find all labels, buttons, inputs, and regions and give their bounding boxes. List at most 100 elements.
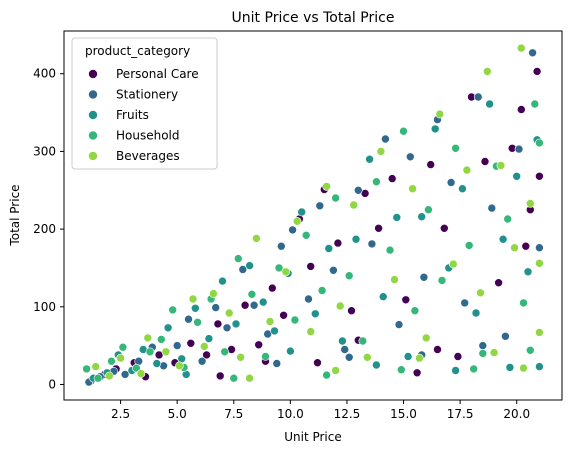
y-tick-label: 0 xyxy=(48,377,56,391)
scatter-point xyxy=(353,186,363,195)
scatter-point xyxy=(460,298,470,308)
scatter-point xyxy=(535,172,544,181)
scatter-point xyxy=(521,241,531,251)
scatter-point xyxy=(315,201,325,211)
x-tick-label: 5.0 xyxy=(168,407,187,421)
scatter-point xyxy=(224,308,234,318)
legend: product_category Personal Care Stationery… xyxy=(71,37,218,170)
scatter-point xyxy=(193,317,202,327)
scatter-point xyxy=(387,174,397,183)
scatter-point xyxy=(344,352,354,362)
scatter-point xyxy=(136,369,146,378)
scatter-point xyxy=(335,301,345,311)
scatter-point xyxy=(261,352,270,361)
scatter-point xyxy=(191,303,200,313)
scatter-point xyxy=(258,297,268,307)
x-tick-label: 15.0 xyxy=(390,407,417,421)
scatter-point xyxy=(510,243,519,252)
scatter-point xyxy=(396,365,406,375)
scatter-point xyxy=(304,294,313,304)
scatter-point xyxy=(487,203,497,213)
scatter-point xyxy=(451,366,460,375)
scatter-point xyxy=(532,67,542,76)
scatter-point xyxy=(186,338,196,348)
scatter-point xyxy=(324,244,334,253)
scatter-point xyxy=(528,48,537,58)
scatter-point xyxy=(204,334,214,343)
y-tick-label: 400 xyxy=(33,67,56,81)
scatter-point xyxy=(329,265,338,275)
scatter-point xyxy=(525,345,535,355)
scatter-point xyxy=(317,286,327,295)
scatter-point xyxy=(530,99,540,109)
scatter-point xyxy=(333,238,343,248)
legend-marker xyxy=(88,69,98,79)
scatter-point xyxy=(272,359,282,368)
scatter-point xyxy=(188,294,198,304)
scatter-point xyxy=(365,154,374,164)
scatter-point xyxy=(519,298,528,308)
scatter-point xyxy=(358,336,368,346)
scatter-point xyxy=(152,359,162,368)
scatter-point xyxy=(392,213,402,222)
scatter-point xyxy=(236,352,245,362)
scatter-point xyxy=(344,271,354,281)
scatter-point xyxy=(220,347,229,357)
scatter-point xyxy=(535,328,544,337)
scatter-point xyxy=(374,224,383,233)
scatter-point xyxy=(276,241,286,251)
x-tick-label: 20.0 xyxy=(503,407,530,421)
scatter-point xyxy=(403,352,413,361)
x-tick-label: 10.0 xyxy=(277,407,304,421)
legend-label: Stationery xyxy=(116,88,178,102)
chart-title: Unit Price vs Total Price xyxy=(232,10,395,26)
scatter-point xyxy=(288,225,297,235)
scatter-point xyxy=(213,319,223,329)
scatter-point xyxy=(238,265,248,274)
scatter-point xyxy=(168,305,177,315)
scatter-point xyxy=(267,283,277,293)
scatter-point xyxy=(331,193,340,203)
x-tick-label: 12.5 xyxy=(334,407,361,421)
scatter-point xyxy=(385,245,395,255)
scatter-point xyxy=(514,144,524,154)
x-axis-ticks: 2.5 5.0 7.5 10.0 12.5 15.0 17.5 20.0 xyxy=(111,400,530,421)
scatter-point xyxy=(118,342,128,352)
scatter-point xyxy=(93,373,103,383)
scatter-point xyxy=(424,205,433,214)
scatter-point xyxy=(120,370,130,379)
scatter-point xyxy=(218,276,227,286)
scatter-point xyxy=(535,362,544,371)
scatter-point xyxy=(91,362,100,371)
scatter-point xyxy=(519,363,528,373)
x-tick-label: 2.5 xyxy=(111,407,130,421)
scatter-point xyxy=(489,348,499,357)
scatter-point xyxy=(512,172,522,181)
scatter-point xyxy=(525,199,535,208)
scatter-point xyxy=(222,323,232,333)
y-tick-label: 100 xyxy=(33,300,56,314)
scatter-point xyxy=(240,300,250,310)
scatter-point xyxy=(306,327,316,336)
scatter-point xyxy=(372,177,381,186)
scatter-point xyxy=(249,300,259,310)
scatter-point xyxy=(107,356,116,366)
scatter-point xyxy=(437,276,447,285)
scatter-point xyxy=(482,67,492,76)
y-axis-label: Total Price xyxy=(8,184,22,246)
legend-marker xyxy=(88,151,98,161)
scatter-point xyxy=(132,363,141,373)
scatter-point xyxy=(306,262,316,271)
scatter-point xyxy=(433,345,442,354)
legend-label: Fruits xyxy=(116,108,149,122)
scatter-point xyxy=(209,289,218,298)
plot-area-frame xyxy=(63,30,563,401)
legend-label: Personal Care xyxy=(116,67,199,81)
scatter-point xyxy=(157,335,166,344)
scatter-point xyxy=(435,109,445,119)
scatter-point xyxy=(145,347,155,357)
scatter-point xyxy=(310,309,320,319)
scatter-point xyxy=(430,124,440,134)
scatter-point xyxy=(202,350,211,360)
